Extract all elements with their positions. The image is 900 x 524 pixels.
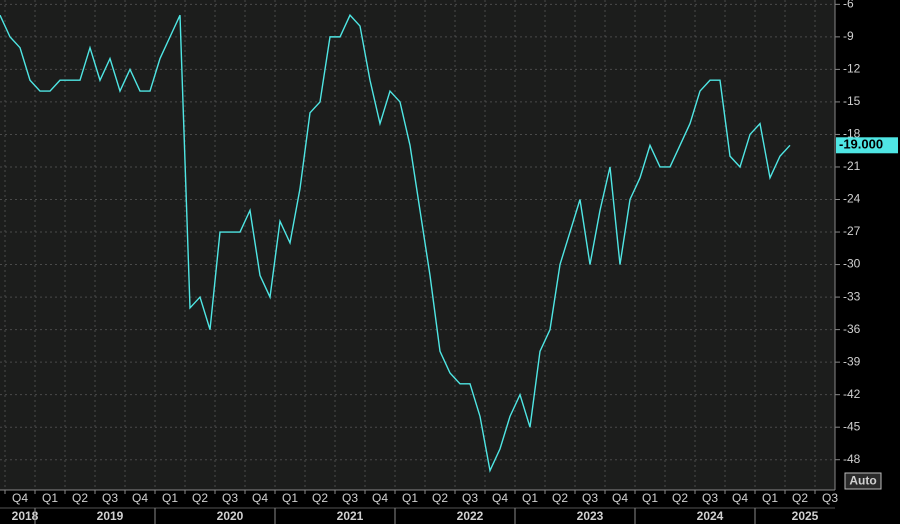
x-tick-label: Q1 (522, 491, 538, 505)
y-tick-label: -12 (843, 62, 861, 76)
y-tick-label: -24 (843, 192, 861, 206)
y-tick-label: -39 (843, 354, 861, 368)
year-label: 2018 (12, 509, 39, 523)
y-tick-label: -33 (843, 289, 861, 303)
year-label: 2023 (577, 509, 604, 523)
x-tick-label: Q1 (642, 491, 658, 505)
y-tick-label: -27 (843, 224, 861, 238)
y-tick-label: -45 (843, 419, 861, 433)
y-tick-label: -18 (843, 127, 861, 141)
x-tick-label: Q1 (162, 491, 178, 505)
x-tick-label: Q2 (192, 491, 208, 505)
year-label: 2022 (457, 509, 484, 523)
x-tick-label: Q4 (492, 491, 508, 505)
y-tick-label: -15 (843, 94, 861, 108)
year-label: 2025 (792, 509, 819, 523)
x-tick-label: Q2 (72, 491, 88, 505)
x-tick-label: Q3 (342, 491, 358, 505)
x-tick-label: Q4 (132, 491, 148, 505)
x-tick-label: Q3 (822, 491, 838, 505)
x-tick-label: Q3 (702, 491, 718, 505)
x-tick-label: Q2 (312, 491, 328, 505)
x-tick-label: Q3 (582, 491, 598, 505)
x-tick-label: Q2 (552, 491, 568, 505)
x-tick-label: Q4 (732, 491, 748, 505)
x-tick-label: Q3 (222, 491, 238, 505)
last-value-label: -19.000 (839, 137, 883, 152)
year-label: 2021 (337, 509, 364, 523)
x-tick-label: Q1 (282, 491, 298, 505)
plot-area (0, 0, 835, 490)
y-tick-label: -6 (843, 0, 854, 11)
x-tick-label: Q3 (462, 491, 478, 505)
x-tick-label: Q2 (672, 491, 688, 505)
x-tick-label: Q4 (612, 491, 628, 505)
x-tick-label: Q4 (252, 491, 268, 505)
y-tick-label: -48 (843, 452, 861, 466)
data-line (0, 13, 791, 473)
y-tick-label: -9 (843, 29, 854, 43)
y-tick-label: -42 (843, 387, 861, 401)
last-value-box (836, 137, 898, 154)
x-tick-label: Q3 (102, 491, 118, 505)
x-tick-label: Q2 (792, 491, 808, 505)
x-tick-label: Q1 (42, 491, 58, 505)
x-tick-label: Q1 (402, 491, 418, 505)
x-tick-label: Q4 (12, 491, 28, 505)
x-tick-label: Q2 (432, 491, 448, 505)
year-label: 2024 (697, 509, 724, 523)
x-tick-label: Q1 (762, 491, 778, 505)
auto-button-label[interactable]: Auto (849, 474, 876, 488)
y-tick-label: -36 (843, 322, 861, 336)
x-tick-label: Q4 (372, 491, 388, 505)
auto-button[interactable] (844, 472, 882, 490)
y-tick-label: -30 (843, 257, 861, 271)
y-tick-label: -21 (843, 159, 861, 173)
year-label: 2020 (217, 509, 244, 523)
year-label: 2019 (97, 509, 124, 523)
